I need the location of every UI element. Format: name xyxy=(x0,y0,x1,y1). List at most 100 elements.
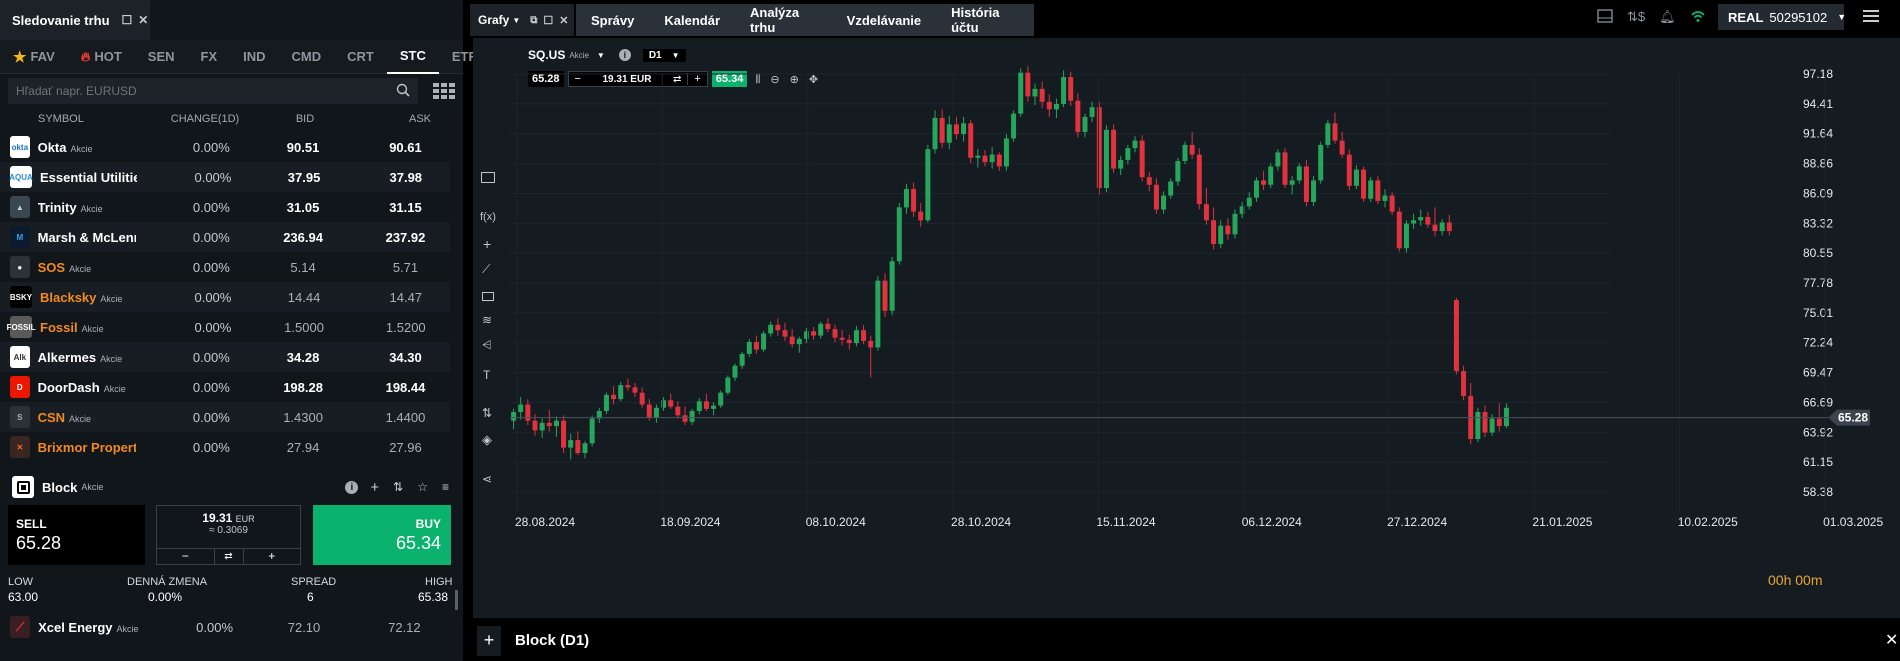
sort-icon[interactable]: ≡ xyxy=(441,480,449,494)
indicators-icon[interactable]: ⇅ xyxy=(482,406,493,420)
tab-sen[interactable]: SEN xyxy=(147,49,175,64)
menu-analyza-trhu[interactable]: Analýza trhu xyxy=(750,5,800,35)
volume-increase-button[interactable]: + xyxy=(268,549,276,563)
chart-symbol[interactable]: SQ.US xyxy=(528,48,566,62)
tab-stc[interactable]: STC xyxy=(386,40,439,74)
search-input[interactable]: Hľadať napr. EURUSD xyxy=(8,78,418,104)
tab-hot[interactable]: 🔥︎ HOT xyxy=(80,48,122,65)
col-bid[interactable]: BID xyxy=(295,113,315,125)
chevron-down-icon[interactable]: ▼ xyxy=(1837,12,1847,22)
list-item[interactable]: ⟋ Xcel Energy Akcie 0.00% 72.10 72.12 xyxy=(0,612,450,642)
grid-view-icon[interactable] xyxy=(433,82,455,100)
close-icon[interactable]: ✕ xyxy=(1885,632,1899,649)
close-icon[interactable]: ✕ xyxy=(138,13,149,27)
popout-icon[interactable]: ⧉ xyxy=(530,14,538,26)
tab-etf[interactable]: ETF xyxy=(451,49,477,64)
chart-tab-block[interactable]: Block (D1) xyxy=(515,632,590,649)
watchlist-scrollbar[interactable] xyxy=(454,130,459,610)
instrument-ask: 90.61 xyxy=(389,139,422,155)
list-item[interactable]: ▲ Trinity Akcie 0.00% 31.05 31.15 xyxy=(0,192,450,222)
tab-fx[interactable]: FX xyxy=(200,49,218,64)
list-item[interactable]: AQUA Essential Utilities 0.00% 37.95 37.98 xyxy=(0,162,450,192)
volume-decrease-button[interactable]: − xyxy=(574,73,581,85)
menu-icon[interactable] xyxy=(1862,8,1880,24)
volume-decrease-button[interactable]: − xyxy=(181,549,189,563)
cursor-tool-icon[interactable] xyxy=(481,172,495,183)
zoom-out-icon[interactable]: ⊖ xyxy=(770,73,780,86)
fibonacci-icon[interactable]: ≋ xyxy=(482,313,493,327)
candle xyxy=(653,407,659,418)
close-icon[interactable]: ✕ xyxy=(559,14,569,27)
chart-type-icon[interactable]: ⫼ xyxy=(755,72,761,85)
trendline-icon[interactable]: ⟋ xyxy=(482,262,491,276)
col-symbol[interactable]: SYMBOL xyxy=(38,113,84,125)
list-item[interactable]: ● SOS Akcie 0.00% 5.14 5.71 xyxy=(0,252,450,282)
chevron-down-icon[interactable]: ▼ xyxy=(596,50,605,60)
account-selector[interactable]: REAL 50295102 ▼ xyxy=(1718,4,1847,30)
chart-bid-tag[interactable]: 65.28 xyxy=(528,71,564,87)
menu-kalendar[interactable]: Kalendár xyxy=(664,12,721,28)
chart-volume[interactable]: 19.31 EUR xyxy=(602,73,652,85)
charts-tab[interactable]: Grafy ▼ ⧉ ☐ ✕ xyxy=(470,4,574,36)
list-item[interactable]: S CSN Akcie 0.00% 1.4300 1.4400 xyxy=(0,402,450,432)
connection-icon[interactable] xyxy=(1690,9,1706,26)
crosshair-icon[interactable]: + xyxy=(483,236,492,252)
menu-historia-uctu[interactable]: História účtu xyxy=(951,5,1000,35)
list-item[interactable]: D DoorDash Akcie 0.00% 198.28 198.44 xyxy=(0,372,450,402)
list-item[interactable]: okta Okta Akcie 0.00% 90.51 90.61 xyxy=(0,132,450,162)
volume-toggle-icon[interactable]: ⇄ xyxy=(213,549,244,564)
chevron-down-icon[interactable]: ▼ xyxy=(512,15,521,25)
candle xyxy=(796,338,802,345)
menu-spravy[interactable]: Správy xyxy=(591,12,635,28)
search-icon[interactable] xyxy=(396,83,410,100)
add-chart-button[interactable]: + xyxy=(477,625,501,656)
timeframe-select[interactable]: D1 ▼ xyxy=(642,48,686,62)
sell-button[interactable]: SELL 65.28 xyxy=(8,505,145,565)
col-ask[interactable]: ASK xyxy=(408,113,431,125)
indicators-icon[interactable]: ⇅ xyxy=(393,480,404,494)
tab-ind[interactable]: IND xyxy=(243,49,266,64)
col-change[interactable]: CHANGE(1D) xyxy=(170,113,240,125)
info-icon[interactable]: i xyxy=(618,49,631,61)
pitchfork-icon[interactable]: ⩤ xyxy=(482,338,492,352)
rectangle-icon[interactable] xyxy=(482,292,494,301)
pan-icon[interactable]: ✥ xyxy=(808,73,819,86)
list-item[interactable]: BSKY Blacksky Akcie 0.00% 14.44 14.47 xyxy=(0,282,450,312)
list-item[interactable]: ✕ Brixmor Property G 0.00% 27.94 27.96 xyxy=(0,432,450,462)
buy-button[interactable]: BUY 65.34 xyxy=(313,505,451,565)
volume-increase-button[interactable]: + xyxy=(687,73,706,85)
chart-ask-tag[interactable]: 65.34 xyxy=(711,71,748,87)
volume-value[interactable]: 19.31 xyxy=(202,511,233,525)
candle xyxy=(861,330,867,341)
candlestick-chart[interactable]: 97.18 94.41 91.64 88.86 86.09 83.32 80.55 77.78… xyxy=(510,62,1900,622)
chart-area[interactable] xyxy=(473,38,1900,618)
candle xyxy=(975,155,981,158)
list-item[interactable]: FOSSIL Fossil Akcie 0.00% 1.5000 1.5200 xyxy=(0,312,450,342)
info-icon[interactable]: i xyxy=(345,480,359,494)
layers-icon[interactable]: ◈ xyxy=(482,432,492,447)
candle xyxy=(632,387,638,393)
candle xyxy=(1096,107,1102,188)
list-item[interactable]: M Marsh & McLennan 0.00% 236.94 237.92 xyxy=(0,222,450,252)
sentiment-icon[interactable]: ⇅$ xyxy=(1627,9,1646,24)
add-icon[interactable]: + xyxy=(370,478,380,496)
maximize-icon[interactable]: ☐ xyxy=(121,13,133,27)
tab-fav[interactable]: ★ FAV xyxy=(13,48,55,66)
tab-crt[interactable]: CRT xyxy=(347,49,374,64)
bell-icon[interactable]: 🔔︎ xyxy=(1659,9,1676,24)
instrument-ask: 5.71 xyxy=(392,259,419,275)
maximize-icon[interactable]: ☐ xyxy=(543,14,554,27)
menu-vzdelavanie[interactable]: Vzdelávanie xyxy=(846,12,922,28)
text-tool-icon[interactable]: T xyxy=(483,368,491,382)
tab-cmd[interactable]: CMD xyxy=(291,49,322,64)
layout-icon[interactable] xyxy=(1597,8,1613,26)
candle xyxy=(1339,140,1345,155)
volume-toggle-icon[interactable]: ⇄ xyxy=(672,73,682,85)
instrument-bid: 27.94 xyxy=(286,439,320,455)
list-item[interactable]: Alk Alkermes Akcie 0.00% 34.28 34.30 xyxy=(0,342,450,372)
function-icon[interactable]: f(x) xyxy=(480,211,496,223)
share-icon[interactable]: ⋖ xyxy=(482,472,493,486)
candle xyxy=(1132,140,1138,149)
favorite-star-icon[interactable]: ☆ xyxy=(417,480,428,494)
zoom-in-icon[interactable]: ⊕ xyxy=(789,73,799,86)
